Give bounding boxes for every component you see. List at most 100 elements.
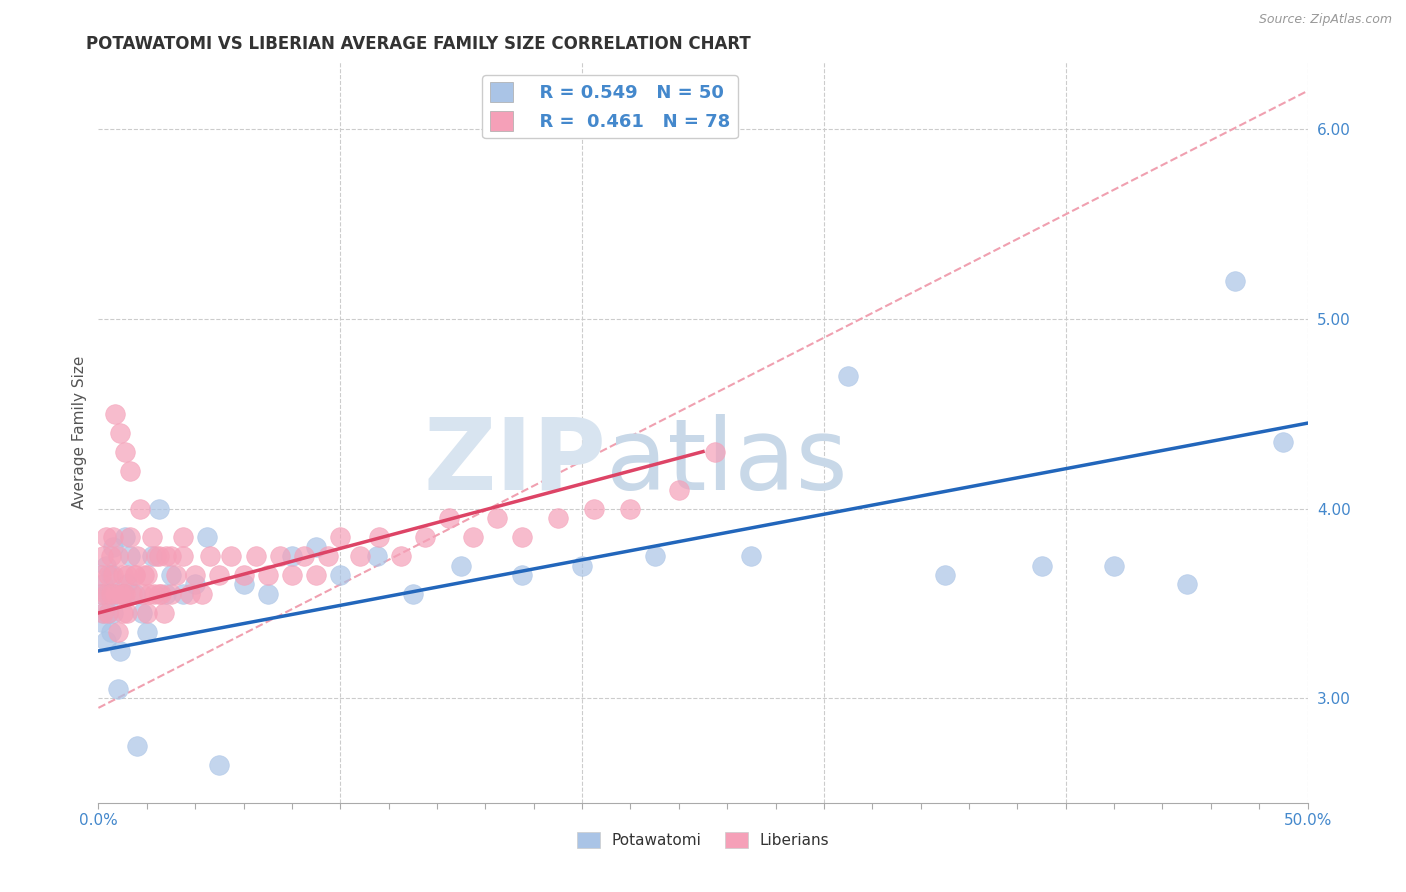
Point (510, 530, 533, 544)
Text: Source: ZipAtlas.com: Source: ZipAtlas.com (1258, 13, 1392, 27)
Point (184, 568, 207, 582)
Point (124, 568, 146, 582)
Point (571, 558, 593, 573)
Point (349, 549, 371, 563)
Point (148, 587, 170, 601)
Point (1102, 558, 1125, 573)
Point (97, 568, 120, 582)
Point (1031, 558, 1053, 573)
Point (292, 549, 315, 563)
Point (135, 568, 157, 582)
Point (114, 530, 136, 544)
Point (583, 501, 606, 516)
Point (104, 587, 127, 601)
Point (127, 739, 149, 753)
Point (100, 587, 122, 601)
Point (111, 587, 134, 601)
Point (90, 587, 112, 601)
Point (160, 587, 183, 601)
Point (198, 549, 221, 563)
Point (179, 587, 201, 601)
Point (101, 530, 124, 544)
Point (124, 587, 146, 601)
Point (135, 606, 157, 620)
Point (97, 587, 120, 601)
Point (121, 587, 143, 601)
Point (94, 558, 117, 573)
Point (547, 511, 569, 525)
Point (114, 587, 136, 601)
Point (463, 530, 485, 544)
Point (141, 549, 163, 563)
Point (108, 644, 131, 658)
Point (644, 549, 666, 563)
Point (94, 634, 117, 648)
Point (837, 368, 859, 383)
Point (90, 615, 112, 630)
Point (135, 624, 157, 639)
Point (329, 568, 352, 582)
Point (97, 606, 120, 620)
Point (97, 606, 120, 620)
Point (172, 587, 194, 601)
Point (368, 530, 391, 544)
Point (160, 568, 183, 582)
Text: atlas: atlas (606, 414, 848, 511)
Point (704, 444, 727, 458)
Point (668, 483, 690, 497)
Point (104, 407, 127, 421)
Point (208, 568, 231, 582)
Point (155, 587, 177, 601)
Point (232, 577, 254, 591)
Point (114, 444, 136, 458)
Point (108, 587, 131, 601)
Point (413, 530, 436, 544)
Point (91, 549, 114, 563)
Point (191, 587, 214, 601)
Point (100, 624, 122, 639)
Point (117, 577, 139, 591)
Point (232, 568, 254, 582)
Point (143, 587, 166, 601)
Point (195, 530, 218, 544)
Point (111, 587, 134, 601)
Point (100, 568, 122, 582)
Point (111, 606, 134, 620)
Point (160, 549, 183, 563)
Point (134, 568, 156, 582)
Point (91, 577, 114, 591)
Point (450, 558, 472, 573)
Point (305, 568, 328, 582)
Point (329, 530, 352, 544)
Point (221, 549, 243, 563)
Point (128, 501, 150, 516)
Point (269, 549, 291, 563)
Point (117, 568, 139, 582)
Point (148, 501, 170, 516)
Point (90, 568, 112, 582)
Point (131, 606, 153, 620)
Point (245, 549, 267, 563)
Point (131, 587, 153, 601)
Text: ZIP: ZIP (423, 414, 606, 511)
Point (256, 568, 278, 582)
Point (155, 549, 177, 563)
Point (111, 568, 134, 582)
Point (91, 606, 114, 620)
Point (101, 568, 124, 582)
Point (124, 568, 146, 582)
Point (148, 549, 170, 563)
Point (91, 606, 114, 620)
Point (127, 549, 149, 563)
Point (107, 681, 129, 696)
Point (389, 549, 412, 563)
Point (1175, 577, 1198, 591)
Point (107, 549, 129, 563)
Point (100, 549, 122, 563)
Point (619, 501, 641, 516)
Point (172, 530, 194, 544)
Point (90, 587, 112, 601)
Point (107, 624, 129, 639)
Point (256, 587, 278, 601)
Point (118, 530, 141, 544)
